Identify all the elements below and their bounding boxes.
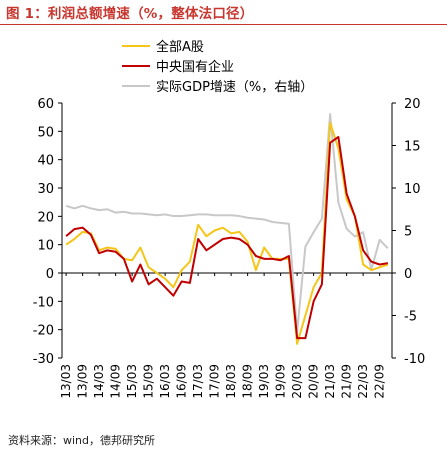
x-tick-label: 19/03 [257,364,271,399]
source-note: 资料来源：wind，德邦研究所 [8,434,156,447]
y-left-tick-label: -10 [33,295,54,310]
y-left-tick-label: 20 [37,210,54,225]
figure-title: 图 1：利润总额增速（%，整体法口径） [6,6,254,22]
series-line-all-a [65,121,389,345]
legend-label: 实际GDP增速（%，右轴） [156,80,313,95]
title-divider [0,24,447,25]
y-right-tick-label: 10 [404,182,421,197]
y-right-tick-label: 5 [404,225,412,240]
legend-label: 全部A股 [156,39,204,55]
x-tick-label: 22/09 [373,364,387,399]
legend-label: 中央国有企业 [156,59,234,75]
x-tick-label: 22/03 [356,364,370,399]
y-right-tick-label: 15 [404,140,421,155]
x-tick-label: 20/09 [307,364,321,399]
series-line-gdp [65,113,389,333]
x-tick-label: 14/09 [109,364,123,399]
x-tick-label: 21/09 [340,364,354,399]
x-tick-label: 14/03 [92,364,106,399]
y-left-tick-label: 30 [37,182,54,197]
x-tick-label: 13/09 [76,364,90,399]
series-lines [65,113,389,345]
y-left-tick-label: -20 [33,324,54,339]
x-tick-label: 16/03 [158,364,172,399]
axes: -30 -20 -10 0 10 20 30 40 50 60 -10 -5 0 5 10 15 20 13/03… [33,97,425,399]
x-tick-label: 13/03 [59,364,73,399]
x-tick-label: 17/03 [191,364,205,399]
y-left-tick-label: -30 [33,352,54,367]
y-left-tick-label: 40 [37,154,54,169]
x-tick-label: 21/03 [323,364,337,399]
y-left-tick-label: 0 [46,267,54,282]
x-tick-label: 15/03 [125,364,139,399]
x-tick-label: 17/09 [208,364,222,399]
y-right-tick-label: 0 [404,267,412,282]
x-tick-label: 20/03 [290,364,304,399]
y-left-tick-label: 60 [37,97,54,112]
x-tick-label: 18/03 [224,364,238,399]
y-left-tick-label: 10 [37,239,54,254]
y-right-tick-label: 20 [404,97,421,112]
x-tick-label: 15/09 [142,364,156,399]
y-right-tick-label: -5 [404,310,417,325]
x-tick-label: 16/09 [175,364,189,399]
series-line-soe [65,136,389,340]
y-right-tick-label: -10 [404,352,425,367]
x-tick-label: 19/09 [274,364,288,399]
y-left-tick-label: 50 [37,125,54,140]
x-tick-label: 18/09 [241,364,255,399]
